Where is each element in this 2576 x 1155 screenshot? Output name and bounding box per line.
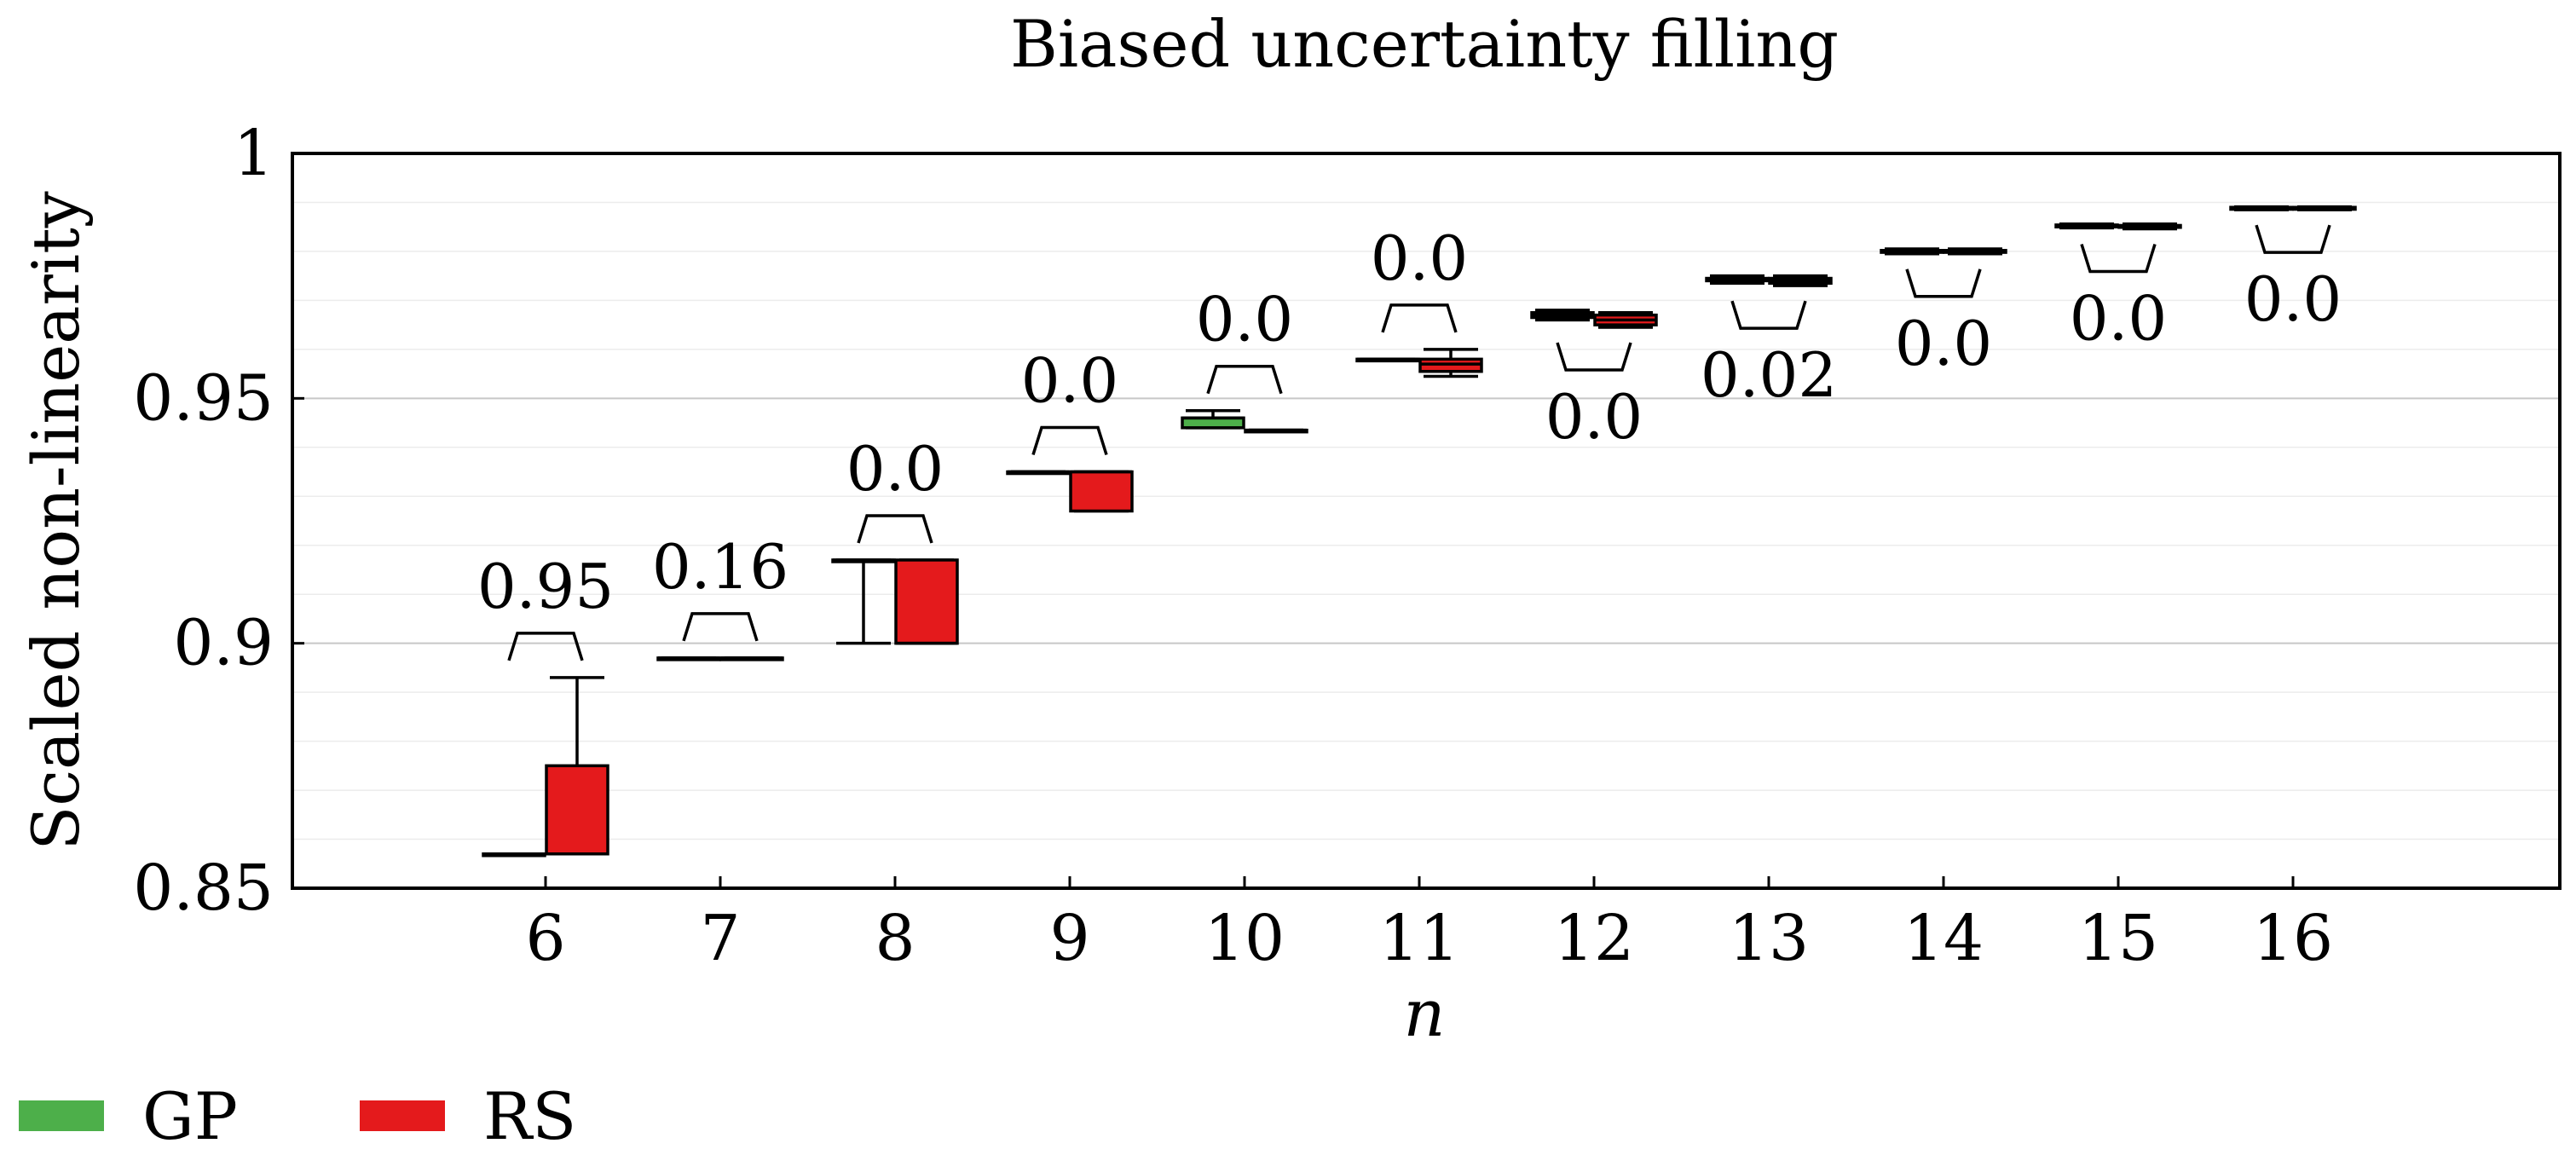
p-value-label: 0.0: [2070, 282, 2168, 354]
box-body: [894, 558, 959, 645]
box-gp-n15: [2054, 222, 2119, 230]
box-gp-n6: [482, 852, 546, 858]
p-value-label: 0.0: [1895, 308, 1993, 379]
box-rs-n8: [894, 558, 959, 645]
significance-n14: 0.0: [1895, 269, 1993, 379]
legend-swatch: [360, 1100, 445, 1131]
significance-n6: 0.95: [477, 551, 614, 661]
x-tick-label: 13: [1729, 902, 1809, 975]
significance-bracket: [857, 514, 933, 544]
p-value-label: 0.0: [1021, 345, 1119, 417]
significance-n8: 0.0: [846, 433, 944, 544]
significance-bracket: [1905, 269, 1982, 298]
p-value-label: 0.0: [1545, 381, 1643, 453]
box-rs-n9: [1069, 470, 1134, 513]
box-gp-n9: [1006, 470, 1071, 476]
significance-n15: 0.0: [2070, 243, 2168, 354]
legend-item-rs: RS: [360, 1078, 576, 1154]
y-axis-label: Scaled non-linearity: [18, 191, 94, 850]
significance-n9: 0.0: [1021, 345, 1119, 456]
box-rs-n16: [2292, 205, 2357, 211]
significance-n11: 0.0: [1371, 222, 1469, 333]
box-rs-n14: [1943, 247, 2007, 256]
legend-swatch: [19, 1100, 104, 1131]
y-axis-ticks: 0.85 0.9 0.95 1: [133, 117, 304, 925]
box-gp-n13: [1705, 274, 1770, 286]
box-rs-n12: [1593, 311, 1658, 329]
x-tick-label: 12: [1554, 902, 1634, 975]
significance-bracket: [1381, 303, 1458, 333]
box-gp-n14: [1880, 247, 1944, 256]
p-value-label: 0.0: [1196, 284, 1294, 355]
x-tick-label: 11: [1379, 902, 1459, 975]
x-tick-label: 6: [525, 902, 565, 975]
legend-item-gp: GP: [19, 1078, 238, 1154]
significance-bracket: [1730, 300, 1807, 330]
chart-title: Biased uncertainty filling: [1010, 6, 1839, 82]
box-gp-n10: [1181, 408, 1245, 430]
significance-n13: 0.02: [1701, 300, 1837, 411]
box-rs-n6: [545, 676, 609, 856]
significance-bracket: [1031, 425, 1108, 456]
y-tick-label: 0.95: [133, 361, 274, 435]
significance-n12: 0.0: [1545, 342, 1643, 453]
x-tick-label: 10: [1204, 902, 1285, 975]
p-value-label: 0.16: [652, 531, 788, 603]
grid-lines: [292, 201, 2560, 840]
p-value-label: 0.0: [1371, 222, 1469, 294]
significance-n16: 0.0: [2244, 224, 2342, 335]
box-body: [545, 764, 609, 856]
significance-n10: 0.0: [1196, 284, 1294, 395]
x-tick-label: 14: [1903, 902, 1984, 975]
legend-label: GP: [142, 1078, 238, 1154]
box-rs-n15: [2117, 222, 2182, 231]
significance-bracket: [2255, 224, 2331, 254]
significance-bracket: [507, 632, 584, 661]
p-value-label: 0.0: [846, 433, 944, 505]
box-rs-n11: [1418, 348, 1483, 378]
significance-bracket: [1556, 342, 1632, 372]
y-tick-label: 1: [234, 117, 274, 190]
box-gp-n8: [831, 558, 896, 645]
box-rs-n13: [1768, 274, 1833, 287]
significance-bracket: [1206, 364, 1283, 395]
significance-bracket: [682, 612, 759, 642]
x-tick-label: 7: [700, 902, 740, 975]
x-tick-label: 8: [875, 902, 915, 975]
plot-area-frame: [291, 152, 2562, 890]
significance-bracket: [2080, 243, 2157, 274]
x-tick-label: 15: [2078, 902, 2158, 975]
p-value-label: 0.0: [2244, 263, 2342, 335]
significance-n7: 0.16: [652, 531, 788, 642]
significance-brackets: 0.95 0.16 0.0 0.0 0.0 0.0 0.0 0.02 0.0 0.0 0.0: [477, 222, 2342, 661]
legend-label: RS: [483, 1078, 576, 1154]
y-tick-label: 0.9: [173, 607, 274, 680]
x-axis-label: n: [1404, 975, 1446, 1051]
y-tick-label: 0.85: [133, 852, 274, 925]
p-value-label: 0.02: [1701, 339, 1837, 411]
box-gp-n11: [1355, 357, 1420, 363]
boxes: [482, 205, 2357, 858]
x-tick-label: 16: [2253, 902, 2333, 975]
box-gp-n12: [1530, 309, 1595, 322]
p-value-label: 0.95: [477, 551, 614, 622]
x-tick-label: 9: [1049, 902, 1089, 975]
box-rs-n10: [1244, 428, 1308, 434]
box-body: [1069, 470, 1134, 513]
x-axis-ticks: 6 7 8 9 10 11 12 13 14 15 16: [525, 876, 2333, 975]
box-gp-n16: [2229, 205, 2294, 211]
legend: GP RS: [19, 1078, 576, 1154]
box-gp-n7: [656, 656, 721, 661]
box-rs-n7: [719, 656, 784, 661]
